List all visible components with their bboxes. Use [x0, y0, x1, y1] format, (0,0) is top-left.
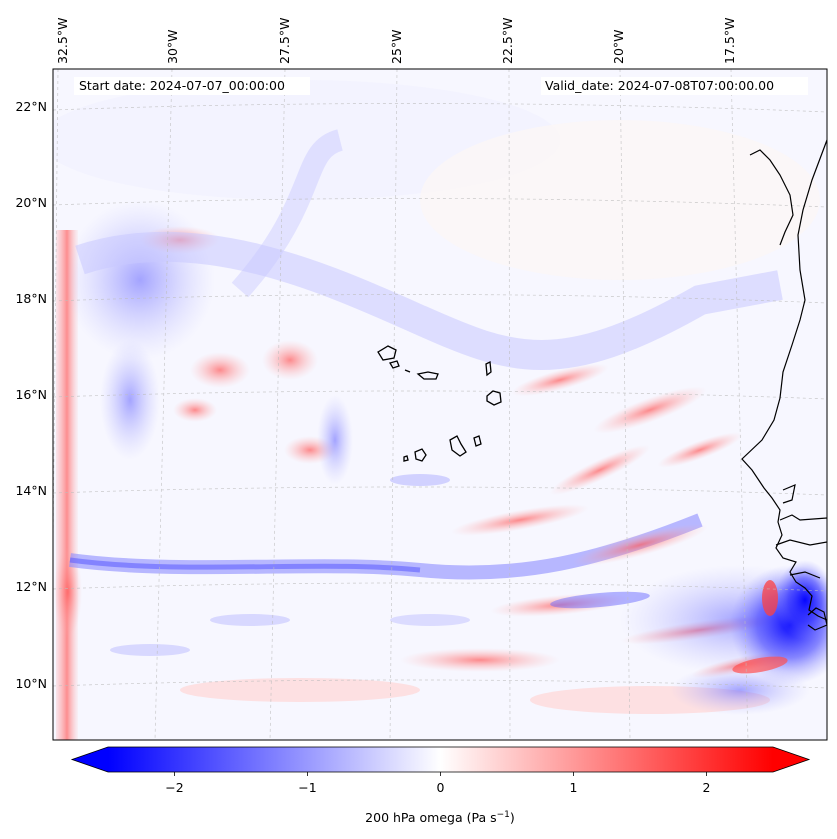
map-frame [52, 68, 828, 741]
colorbar-outline [70, 746, 811, 773]
lat-label: 14°N [15, 483, 47, 498]
coast-detail [789, 571, 821, 579]
colorbar-tick-labels: −2 −1 0 1 2 [165, 780, 710, 795]
cape-verde-islands [377, 345, 502, 462]
meridian-line [269, 69, 286, 740]
lon-label: 20°W [611, 29, 626, 64]
colorbar-tick-label: 2 [703, 780, 711, 795]
island-santa-luzia [404, 369, 411, 373]
parallel-line [53, 582, 827, 592]
start-label-box [74, 77, 310, 95]
coast-detail [775, 539, 827, 546]
coastlines [741, 139, 827, 631]
island-sao-vicente [389, 360, 400, 369]
lon-label: 32.5°W [55, 18, 70, 64]
colorbar-body [108, 747, 773, 772]
lat-label: 12°N [15, 579, 47, 594]
island-santiago [449, 435, 467, 457]
island-sal [485, 360, 492, 377]
longitude-labels: 32.5°W 30°W 27.5°W 25°W 22.5°W 20°W 17.5… [55, 18, 737, 64]
colorbar-tick-label: 1 [570, 780, 578, 795]
lon-label: 30°W [165, 29, 180, 64]
coast-detail [749, 149, 794, 246]
colorbar-tick-label: −1 [298, 780, 316, 795]
parallel-line [53, 679, 827, 689]
lon-label: 22.5°W [500, 18, 515, 64]
island-fogo [414, 448, 427, 462]
island-maio [473, 435, 482, 447]
lat-label: 22°N [15, 99, 47, 114]
island-sao-nicolau [416, 371, 439, 380]
meridian-line [154, 69, 173, 740]
meridian-line [619, 69, 631, 740]
colorbar: −2 −1 0 1 2 200 hPa omega (Pa s−1) [70, 746, 811, 825]
graticule [53, 69, 827, 740]
meridian-line [389, 69, 398, 740]
parallel-line [53, 486, 827, 496]
omega-field [53, 80, 827, 740]
colorbar-min-extend [72, 747, 108, 772]
lon-label: 17.5°W [722, 18, 737, 64]
valid-date-label: Valid_date: 2024-07-08T07:00:00.00 [545, 78, 774, 93]
colorbar-ticks [174, 772, 707, 776]
parallel-line [53, 390, 827, 400]
valid-label-box [541, 77, 808, 95]
meridian-line [730, 69, 749, 740]
map-panel[interactable]: Start date: 2024-07-07_00:00:00 Valid_da… [15, 18, 837, 741]
island-santo-antao [377, 345, 397, 361]
latitude-labels: 22°N 20°N 18°N 16°N 14°N 12°N 10°N [15, 99, 47, 691]
parallel-line [53, 198, 827, 208]
lat-label: 16°N [15, 387, 47, 402]
meridian-line [508, 69, 511, 740]
start-date-label: Start date: 2024-07-07_00:00:00 [79, 78, 285, 93]
lat-label: 18°N [15, 291, 47, 306]
coast-detail [782, 484, 796, 504]
coast-detail [779, 514, 827, 521]
coast-detail [807, 607, 827, 631]
parallel-line [53, 294, 827, 304]
africa-coastline [741, 139, 827, 621]
lat-label: 10°N [15, 676, 47, 691]
lon-label: 25°W [389, 29, 404, 64]
colorbar-title: 200 hPa omega (Pa s−1) [365, 810, 515, 825]
colorbar-max-extend [773, 747, 809, 772]
colorbar-tick-label: 0 [437, 780, 445, 795]
island-brava [403, 455, 409, 462]
lon-label: 27.5°W [277, 18, 292, 64]
colorbar-tick-label: −2 [165, 780, 183, 795]
island-boa-vista [486, 390, 502, 406]
lat-label: 20°N [15, 195, 47, 210]
parallel-line [53, 103, 827, 113]
